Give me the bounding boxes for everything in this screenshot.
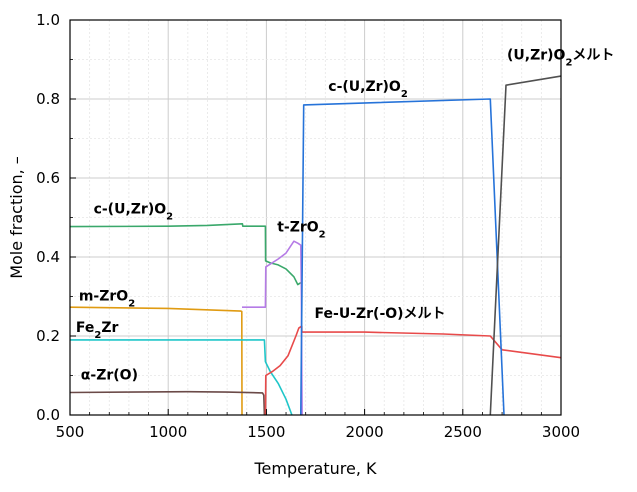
annotation-3: m-ZrO2 — [79, 288, 135, 309]
axis-ticks: 500 1000 1500 2000 2500 3000 0.0 0.2 0.4 0.6 0.8 1.… — [36, 11, 580, 441]
annotation-5: α-Zr(O) — [81, 367, 138, 383]
x-axis-title: Temperature, K — [253, 459, 377, 478]
y-tick-label: 1.0 — [36, 11, 60, 29]
x-tick-label: 1500 — [247, 423, 285, 441]
series-line-8 — [489, 75, 562, 416]
series-line-1 — [69, 223, 302, 286]
y-tick-label: 0.4 — [36, 248, 60, 266]
series-line-3 — [70, 339, 293, 416]
annotation-2: t-ZrO2 — [277, 219, 325, 240]
annotation-8: Fe-U-Zr(-O)メルト — [315, 306, 446, 322]
annotation-4: Fe2Zr — [76, 320, 119, 341]
series-group — [69, 75, 562, 416]
series-line-4 — [69, 390, 266, 416]
y-tick-label: 0.8 — [36, 90, 60, 108]
x-tick-label: 2500 — [444, 423, 482, 441]
series-line-2 — [69, 306, 243, 416]
y-tick-label: 0.6 — [36, 169, 60, 187]
y-tick-label: 0.0 — [36, 406, 60, 424]
series-line-6 — [264, 325, 562, 416]
annotations: c-(U,Zr)O2 t-ZrO2 m-ZrO2 Fe2Zr α-Zr(O) c-(U,Z… — [76, 48, 615, 384]
annotation-6: c-(U,Zr)O2 — [328, 79, 408, 100]
x-tick-label: 500 — [56, 423, 85, 441]
x-tick-label: 1000 — [149, 423, 187, 441]
annotation-1: c-(U,Zr)O2 — [94, 202, 174, 223]
x-tick-label: 2000 — [346, 423, 384, 441]
y-tick-label: 0.2 — [36, 327, 60, 345]
x-tick-label: 3000 — [542, 423, 580, 441]
y-axis-title: Mole fraction, – — [7, 156, 26, 279]
annotation-7: (U,Zr)O2メルト — [507, 48, 614, 69]
grid-lines — [70, 20, 561, 415]
